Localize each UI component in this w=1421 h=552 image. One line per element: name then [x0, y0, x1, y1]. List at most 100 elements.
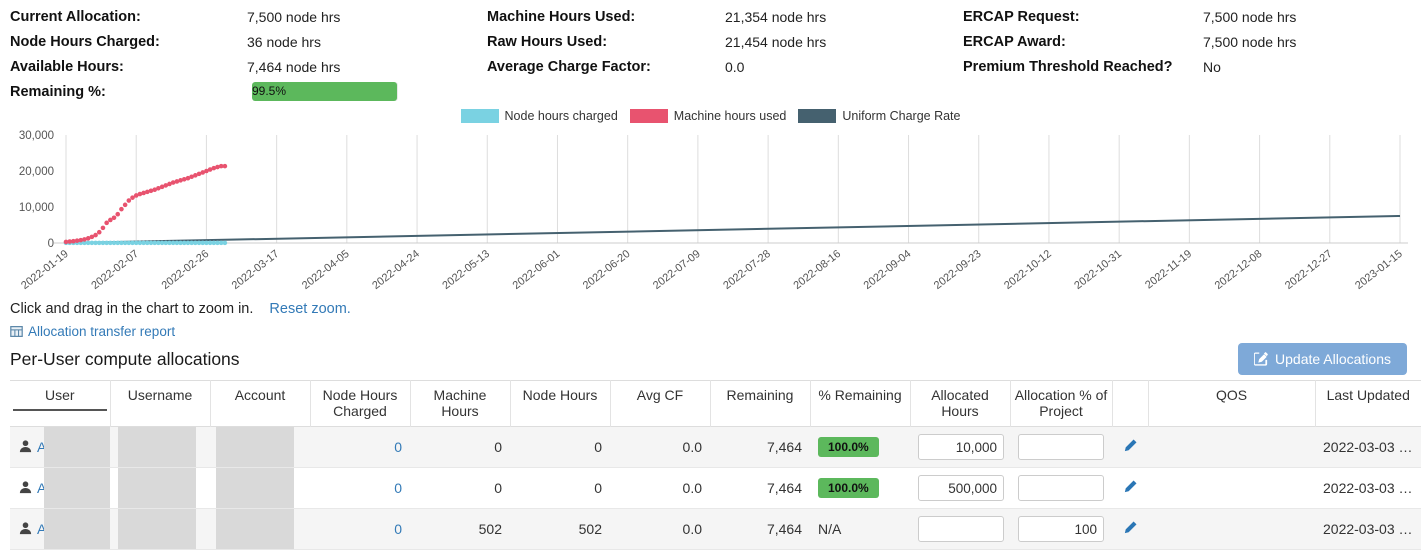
- allocation-pct-input[interactable]: [1018, 475, 1104, 502]
- col-header-remaining[interactable]: Remaining: [710, 380, 811, 427]
- ercap-award-value: 7,500 node hrs: [1203, 33, 1297, 50]
- redaction-block: [44, 468, 110, 509]
- col-header-allocated-hours[interactable]: Allocated Hours: [910, 380, 1011, 427]
- last-updated-cell: 2022-03-03 …: [1323, 439, 1413, 456]
- allocated-hours-cell: [910, 468, 1010, 509]
- col-header-account[interactable]: Account: [210, 380, 311, 427]
- col-header-avg-cf[interactable]: Avg CF: [610, 380, 711, 427]
- available-hours-label: Available Hours:: [10, 58, 124, 75]
- allocated-hours-input[interactable]: [918, 434, 1004, 461]
- col-header-username[interactable]: Username: [110, 380, 211, 427]
- col-header-qos[interactable]: QOS: [1148, 380, 1316, 427]
- legend-machine-hours-used: Machine hours used: [629, 109, 787, 123]
- redaction-block: [44, 509, 110, 550]
- ercap-award-label: ERCAP Award:: [963, 33, 1066, 50]
- edit-row-button[interactable]: [1121, 436, 1140, 458]
- edit-square-icon: [1254, 352, 1268, 366]
- allocation-pct-cell: [1010, 427, 1112, 468]
- legend-label-charge-rate: Uniform Charge Rate: [842, 109, 961, 123]
- ercap-request-value: 7,500 node hrs: [1203, 8, 1297, 25]
- remaining-bar-fill: [252, 82, 398, 101]
- svg-text:10,000: 10,000: [19, 202, 54, 214]
- username-cell: [110, 427, 210, 468]
- edit-cell: [1112, 427, 1148, 468]
- redaction-block: [118, 427, 196, 468]
- account-cell: [210, 468, 310, 509]
- allocation-transfer-report-link[interactable]: Allocation transfer report: [28, 324, 176, 339]
- redaction-block: [118, 509, 196, 550]
- edit-cell: [1112, 468, 1148, 509]
- col-header-pct-remaining[interactable]: % Remaining: [810, 380, 911, 427]
- node-hours-charged-link[interactable]: 0: [394, 521, 402, 538]
- node-hours-charged-link[interactable]: 0: [394, 480, 402, 497]
- allocation-pct-input[interactable]: [1018, 516, 1104, 543]
- redaction-block: [216, 509, 294, 550]
- redaction-block: [216, 468, 294, 509]
- legend-label-node-hours: Node hours charged: [504, 109, 618, 123]
- svg-text:2022-08-16: 2022-08-16: [791, 248, 843, 292]
- svg-text:0: 0: [48, 238, 54, 250]
- last-updated-cell: 2022-03-03 …: [1323, 521, 1413, 538]
- user-link[interactable]: A: [37, 521, 47, 538]
- table-row: A 0 0 0 0.0 7,464 100.0% 2022-03-03 …: [10, 468, 1421, 509]
- user-link[interactable]: A: [37, 480, 47, 497]
- node-hours-charged-cell: 0: [310, 468, 410, 509]
- svg-text:2022-05-13: 2022-05-13: [440, 248, 492, 292]
- transfer-report-row: Allocation transfer report: [10, 324, 1421, 339]
- avg-cf-cell: 0.0: [682, 439, 702, 456]
- summary-column-2: Machine Hours Used: 21,354 node hrs Raw H…: [487, 4, 963, 104]
- svg-text:2022-06-01: 2022-06-01: [511, 248, 563, 292]
- user-cell: A: [10, 509, 110, 550]
- premium-threshold-value: No: [1203, 58, 1221, 75]
- chart-legend: Node hours charged Machine hours used Un…: [0, 109, 1421, 123]
- edit-row-button[interactable]: [1121, 518, 1140, 540]
- col-header-node-hours[interactable]: Node Hours: [510, 380, 611, 427]
- chart-hint-row: Click and drag in the chart to zoom in. R…: [10, 301, 1421, 317]
- node-hours-charged-label: Node Hours Charged:: [10, 33, 160, 50]
- pencil-icon: [1124, 480, 1136, 493]
- current-allocation-value: 7,500 node hrs: [247, 8, 341, 25]
- node-hours-cell: 0: [594, 480, 602, 497]
- col-header-machine-hours[interactable]: Machine Hours: [410, 380, 511, 427]
- remaining-cell: 7,464: [766, 480, 802, 497]
- redaction-block: [44, 427, 110, 468]
- user-cell: A: [10, 468, 110, 509]
- allocation-pct-cell: [1010, 509, 1112, 550]
- svg-text:2022-04-05: 2022-04-05: [300, 248, 352, 292]
- update-allocations-button[interactable]: Update Allocations: [1238, 343, 1407, 375]
- redaction-block: [118, 468, 196, 509]
- pct-remaining-badge: 100.0%: [818, 437, 879, 458]
- reset-zoom-link[interactable]: Reset zoom.: [269, 301, 351, 317]
- node-hours-charged-cell: 0: [310, 427, 410, 468]
- allocated-hours-input[interactable]: [918, 475, 1004, 502]
- legend-label-machine-hours: Machine hours used: [673, 109, 787, 123]
- pencil-icon: [1124, 521, 1136, 534]
- node-hours-cell: 0: [594, 439, 602, 456]
- svg-text:2022-09-23: 2022-09-23: [932, 248, 984, 292]
- remaining-cell: 7,464: [766, 521, 802, 538]
- current-allocation-label: Current Allocation:: [10, 8, 141, 25]
- avg-cf-cell: 0.0: [682, 480, 702, 497]
- available-hours-value: 7,464 node hrs: [247, 58, 341, 75]
- node-hours-charged-link[interactable]: 0: [394, 439, 402, 456]
- user-link[interactable]: A: [37, 439, 47, 456]
- svg-text:30,000: 30,000: [19, 130, 54, 142]
- svg-text:2022-04-24: 2022-04-24: [370, 248, 422, 292]
- col-header-last-updated[interactable]: Last Updated: [1326, 387, 1410, 403]
- raw-hours-used-label: Raw Hours Used:: [487, 33, 608, 50]
- account-cell: [210, 427, 310, 468]
- pct-remaining-cell: 100.0%: [810, 468, 910, 509]
- allocated-hours-input[interactable]: [918, 516, 1004, 543]
- node-hours-charged-cell: 0: [310, 509, 410, 550]
- col-header-node-hours-charged[interactable]: Node Hours Charged: [310, 380, 411, 427]
- user-icon: [19, 522, 32, 535]
- avg-charge-factor-label: Average Charge Factor:: [487, 58, 651, 75]
- col-header-allocation-pct[interactable]: Allocation % of Project: [1010, 380, 1113, 427]
- pct-remaining-cell: N/A: [818, 521, 842, 538]
- svg-text:2022-03-17: 2022-03-17: [230, 248, 282, 292]
- svg-text:2022-12-08: 2022-12-08: [1213, 248, 1265, 292]
- usage-chart-svg[interactable]: 2022-01-19 2022-02-07 2022-02-26 2022-03-17…: [0, 123, 1421, 299]
- allocation-pct-input[interactable]: [1018, 434, 1104, 461]
- col-header-user[interactable]: User: [10, 380, 111, 427]
- edit-row-button[interactable]: [1121, 477, 1140, 499]
